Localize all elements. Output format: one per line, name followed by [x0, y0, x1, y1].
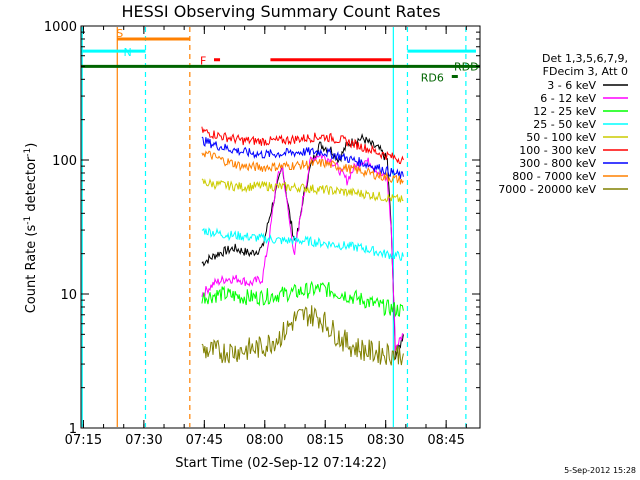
x-tick-label: 07:30 [125, 433, 162, 448]
axes: 07:15 07:30 07:45 08:00 08:15 08:30 08:45 1 10 10… [44, 20, 481, 448]
series-line [201, 136, 404, 179]
flag-label: N [123, 46, 131, 59]
legend-entry-label: 50 - 100 keV [526, 131, 596, 144]
y-tick-label: 10 [60, 288, 77, 303]
y-tick-label: 1 [69, 422, 77, 437]
x-tick-label: 08:15 [307, 433, 344, 448]
series-line [201, 126, 404, 165]
x-axis-label: Start Time (02-Sep-12 07:14:22) [175, 456, 386, 471]
legend-header: Det 1,3,5,6,7,9, [542, 52, 628, 65]
legend-entry-label: 100 - 300 keV [519, 144, 596, 157]
flag-label: RDD [454, 60, 479, 73]
x-tick-label: 08:00 [246, 433, 283, 448]
flag-label: S [116, 27, 123, 40]
x-tick-label: 07:15 [65, 433, 102, 448]
generation-timestamp: 5-Sep-2012 15:28 [564, 466, 636, 475]
flag-label: F [200, 55, 206, 68]
legend-header: FDecim 3, Att 0 [543, 65, 628, 78]
x-tick-label: 08:45 [427, 433, 464, 448]
series-line [201, 227, 404, 261]
y-axis-label: Count Rate (s-1 detector-1) [23, 143, 39, 314]
series-line [201, 280, 404, 318]
legend-entry-label: 25 - 50 keV [533, 118, 596, 131]
legend: Det 1,3,5,6,7,9,FDecim 3, Att 03 - 6 keV… [498, 52, 628, 196]
legend-entry-label: 6 - 12 keV [540, 92, 596, 105]
legend-entry-label: 3 - 6 keV [547, 79, 596, 92]
x-tick-label: 08:30 [367, 433, 404, 448]
plot-area: SN F RDD RD6 [81, 27, 480, 427]
plot-frame [80, 25, 481, 429]
legend-entry-label: 7000 - 20000 keV [498, 183, 596, 196]
x-tick-label: 07:45 [186, 433, 223, 448]
series-line [201, 178, 404, 203]
legend-entry-label: 800 - 7000 keV [512, 170, 596, 183]
flag-label: RD6 [421, 71, 444, 84]
y-tick-label: 100 [52, 154, 77, 169]
series-line [201, 305, 404, 366]
series-line [201, 154, 404, 352]
chart-title: HESSI Observing Summary Count Rates [121, 2, 440, 21]
legend-entry-label: 12 - 25 keV [533, 105, 596, 118]
y-tick-label: 1000 [44, 20, 77, 35]
legend-entry-label: 300 - 800 keV [519, 157, 596, 170]
series-line [201, 150, 404, 185]
